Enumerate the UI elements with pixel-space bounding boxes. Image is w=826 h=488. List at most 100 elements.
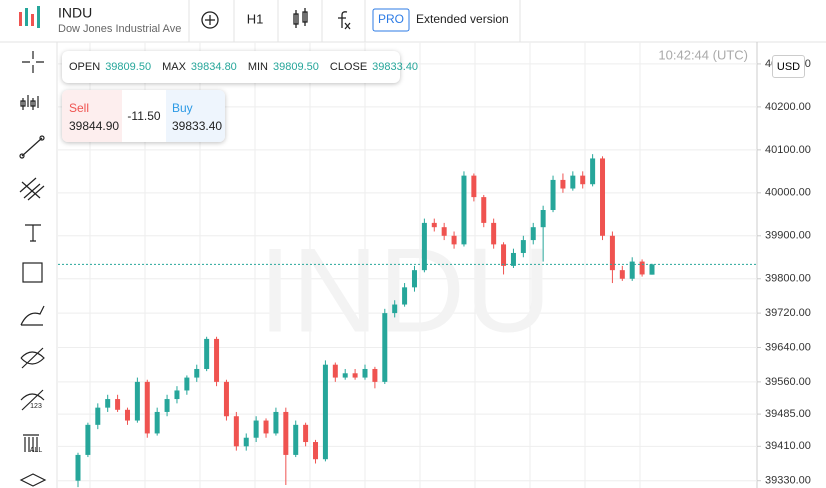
candle-body: [461, 175, 467, 245]
candle-body: [411, 270, 417, 288]
candle-body: [520, 240, 526, 253]
candle-body: [481, 197, 487, 223]
candle-body: [619, 270, 625, 279]
y-tick-label: 40000.00: [765, 187, 811, 199]
candle-body: [332, 364, 338, 378]
candle-body: [95, 407, 101, 425]
sell-label[interactable]: Sell: [69, 101, 90, 115]
tool-label: 123: [30, 403, 42, 410]
buy-button[interactable]: Buy 39833.40: [166, 90, 225, 142]
candle-body: [164, 399, 170, 412]
candle-body: [451, 235, 457, 245]
candle-body: [322, 364, 328, 460]
top-toolbar: [0, 0, 826, 42]
candle-body: [75, 454, 81, 481]
pro-badge[interactable]: [372, 8, 410, 32]
close-label: CLOSE: [329, 61, 368, 73]
candle-body: [510, 252, 516, 266]
symbol-name: Dow Jones Industrial Ave: [58, 23, 181, 35]
candle-body: [105, 399, 111, 408]
candle-body: [540, 210, 546, 228]
y-tick-label: 39720.00: [765, 307, 811, 319]
candle-body: [629, 261, 635, 279]
candle-body: [134, 381, 140, 421]
y-tick-label: 40100.00: [765, 144, 811, 156]
indicators-button[interactable]: [338, 11, 351, 30]
chart-type-button[interactable]: [293, 8, 308, 28]
candle-body: [204, 338, 210, 369]
candle-body: [283, 411, 289, 455]
y-tick-label: 39485.00: [765, 408, 811, 420]
pro-label[interactable]: PRO: [378, 12, 404, 26]
symbol[interactable]: INDU: [58, 5, 92, 21]
min-value: 39809.50: [272, 61, 319, 73]
y-tick-label: 39410.00: [765, 440, 811, 452]
candle-body: [194, 368, 200, 378]
candle-body: [313, 442, 319, 460]
sell-button[interactable]: Sell 39844.90: [62, 90, 122, 142]
trade-panel: Sell 39844.90 -11.50 Buy 39833.40: [62, 90, 225, 142]
clock: 10:42:44 (UTC): [658, 47, 748, 62]
candle-body: [293, 424, 299, 455]
candle-body: [342, 373, 348, 378]
candle-body: [382, 313, 388, 382]
candle-body: [184, 377, 190, 391]
y-tick-label: 39900.00: [765, 230, 811, 242]
candle-body: [609, 235, 615, 271]
ohlc-panel: OPEN 39809.50 MAX 39834.80 MIN 39809.50 CLO…: [62, 51, 418, 83]
candle-body: [115, 399, 121, 410]
candle-body: [223, 381, 229, 417]
candle-body: [560, 179, 566, 189]
toolbar-separators: [188, 0, 521, 42]
y-tick-label: 39640.00: [765, 341, 811, 353]
close-value: 39833.40: [372, 61, 419, 73]
candle-body: [530, 227, 536, 241]
logo: [19, 6, 40, 28]
buy-label[interactable]: Buy: [172, 101, 193, 115]
candle-body: [263, 420, 269, 434]
candle-body: [253, 420, 259, 438]
candle-body: [233, 416, 239, 447]
candle-body: [174, 390, 180, 400]
candle-body: [352, 373, 358, 378]
candle-body: [570, 175, 576, 189]
tool-label: ALL: [30, 447, 43, 454]
candle-body: [471, 175, 477, 198]
candle-body: [431, 222, 437, 228]
timeframe-button[interactable]: H1: [247, 11, 264, 26]
candle-body: [392, 304, 398, 314]
add-button[interactable]: [201, 11, 219, 29]
candle-body: [273, 411, 279, 434]
candle-body: [600, 158, 606, 236]
candle-body: [590, 158, 596, 185]
min-label: MIN: [247, 61, 268, 73]
candle-body: [85, 424, 91, 455]
sell-price[interactable]: 39844.90: [69, 119, 120, 133]
y-tick-label: 39330.00: [765, 475, 811, 487]
open-label: OPEN: [69, 61, 101, 73]
max-value: 39834.80: [190, 61, 237, 73]
candle-body: [214, 338, 220, 382]
y-tick-label: 39800.00: [765, 273, 811, 285]
left-tools[interactable]: [19, 51, 47, 487]
candle-body: [144, 381, 150, 434]
max-label: MAX: [162, 61, 186, 73]
candle-body: [402, 287, 408, 305]
candle-body: [501, 244, 507, 266]
spread: -11.50: [127, 109, 161, 123]
open-value: 39809.50: [105, 61, 152, 73]
candle-body: [649, 264, 655, 275]
currency-badge[interactable]: USD: [772, 55, 805, 78]
y-tick-label: 40200.00: [765, 101, 811, 113]
candle-body: [372, 368, 378, 382]
extended-version[interactable]: Extended version: [416, 12, 509, 26]
y-tick-label: 39560.00: [765, 376, 811, 388]
candle-body: [491, 222, 497, 245]
candle-body: [639, 261, 645, 275]
buy-price[interactable]: 39833.40: [172, 119, 223, 133]
candle-body: [580, 175, 586, 185]
candle-body: [441, 227, 447, 236]
candle-body: [154, 411, 160, 434]
